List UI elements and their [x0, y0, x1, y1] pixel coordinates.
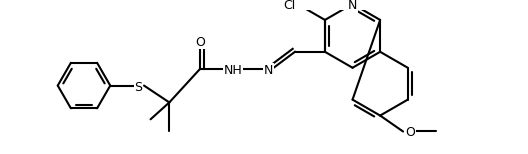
Text: O: O	[406, 126, 416, 140]
Text: S: S	[134, 81, 143, 94]
Text: N: N	[264, 64, 274, 77]
Text: Cl: Cl	[283, 0, 296, 12]
Text: NH: NH	[224, 64, 242, 77]
Text: N: N	[348, 0, 357, 12]
Text: O: O	[195, 36, 205, 49]
